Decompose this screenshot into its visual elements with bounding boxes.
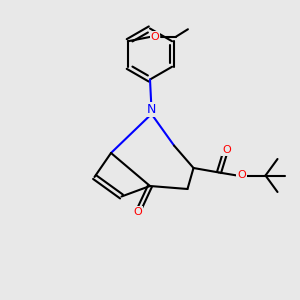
Text: O: O [222, 145, 231, 155]
Text: O: O [237, 170, 246, 181]
Text: O: O [134, 207, 142, 217]
Text: N: N [147, 103, 156, 116]
Text: O: O [151, 32, 159, 42]
